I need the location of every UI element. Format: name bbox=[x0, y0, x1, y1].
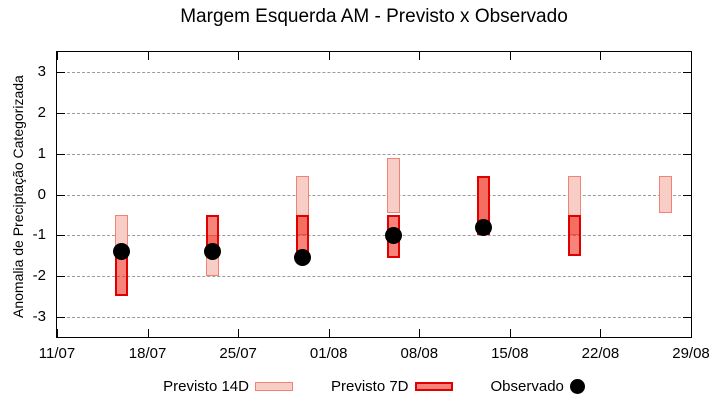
legend-item-previsto-7d: Previsto 7D bbox=[331, 378, 453, 395]
gridline bbox=[57, 153, 691, 155]
previsto-7d-bar bbox=[115, 255, 129, 297]
axis-tick bbox=[683, 316, 691, 318]
axis-tick bbox=[683, 194, 691, 196]
y-tick-label: -3 bbox=[32, 307, 46, 325]
y-tick-label: -2 bbox=[32, 266, 46, 284]
x-tick-label: 11/07 bbox=[38, 345, 76, 362]
axis-tick bbox=[57, 153, 65, 155]
previsto-14d-swatch bbox=[254, 381, 293, 391]
axis-tick bbox=[419, 52, 421, 60]
axis-tick bbox=[419, 329, 421, 337]
y-tick-label: 0 bbox=[37, 185, 46, 203]
x-tick-label: 18/07 bbox=[128, 345, 167, 362]
x-tick-label: 15/08 bbox=[491, 345, 529, 362]
gridline bbox=[57, 316, 691, 318]
y-tick-label: 2 bbox=[37, 104, 46, 122]
axis-tick bbox=[683, 235, 691, 237]
axis-tick bbox=[147, 52, 149, 60]
axis-tick bbox=[57, 275, 65, 277]
axis-tick bbox=[683, 72, 691, 74]
axis-tick bbox=[57, 72, 65, 74]
gridline bbox=[57, 235, 691, 237]
axis-tick bbox=[328, 329, 330, 337]
y-tick-label: -1 bbox=[32, 226, 46, 244]
axis-tick bbox=[509, 52, 511, 60]
observado-dot bbox=[475, 218, 493, 236]
gridline bbox=[57, 275, 691, 277]
gridline bbox=[57, 113, 691, 115]
previsto-7d-swatch bbox=[414, 381, 453, 391]
x-tick-label: 29/08 bbox=[672, 345, 710, 362]
legend-label-previsto-7d: Previsto 7D bbox=[330, 377, 409, 395]
axis-tick bbox=[147, 329, 149, 337]
legend-label-observado: Observado bbox=[490, 377, 564, 395]
axis-tick bbox=[57, 194, 65, 196]
previsto-14d-bar bbox=[386, 157, 400, 213]
legend-item-previsto-14d: Previsto 14D bbox=[163, 378, 293, 395]
axis-tick bbox=[57, 316, 65, 318]
observado-dot bbox=[203, 243, 221, 260]
observado-dot bbox=[294, 249, 312, 267]
axis-tick bbox=[600, 329, 602, 337]
legend: Previsto 14D Previsto 7D Observado bbox=[57, 377, 691, 395]
axis-tick bbox=[57, 52, 58, 60]
legend-item-observado: Observado bbox=[491, 378, 585, 395]
gridline bbox=[57, 72, 691, 74]
axis-tick bbox=[600, 52, 602, 60]
plot-area bbox=[56, 51, 692, 338]
observado-swatch bbox=[569, 378, 585, 394]
axis-tick bbox=[238, 329, 240, 337]
x-tick-label: 01/08 bbox=[309, 345, 348, 362]
axis-tick bbox=[57, 235, 65, 237]
previsto-14d-bar bbox=[658, 176, 672, 213]
axis-tick bbox=[683, 113, 691, 115]
y-tick-label: 3 bbox=[37, 63, 46, 81]
axis-tick bbox=[57, 329, 58, 337]
axis-tick bbox=[509, 329, 511, 337]
axis-tick bbox=[691, 329, 692, 337]
y-tick-label: 1 bbox=[37, 144, 46, 162]
axis-tick bbox=[691, 52, 692, 60]
x-tick-label: 22/08 bbox=[581, 345, 620, 362]
previsto-7d-bar bbox=[568, 214, 582, 256]
observado-dot bbox=[113, 243, 131, 260]
legend-label-previsto-14d: Previsto 14D bbox=[163, 377, 249, 395]
x-tick-label: 08/08 bbox=[400, 345, 439, 362]
chart-title: Margem Esquerda AM - Previsto x Observad… bbox=[180, 6, 568, 27]
x-tick-label: 25/07 bbox=[219, 345, 257, 362]
gridline bbox=[57, 194, 691, 196]
observado-dot bbox=[384, 226, 402, 244]
axis-tick bbox=[683, 275, 691, 277]
axis-tick bbox=[328, 52, 330, 60]
axis-tick bbox=[683, 153, 691, 155]
axis-tick bbox=[238, 52, 240, 60]
axis-tick bbox=[57, 113, 65, 115]
